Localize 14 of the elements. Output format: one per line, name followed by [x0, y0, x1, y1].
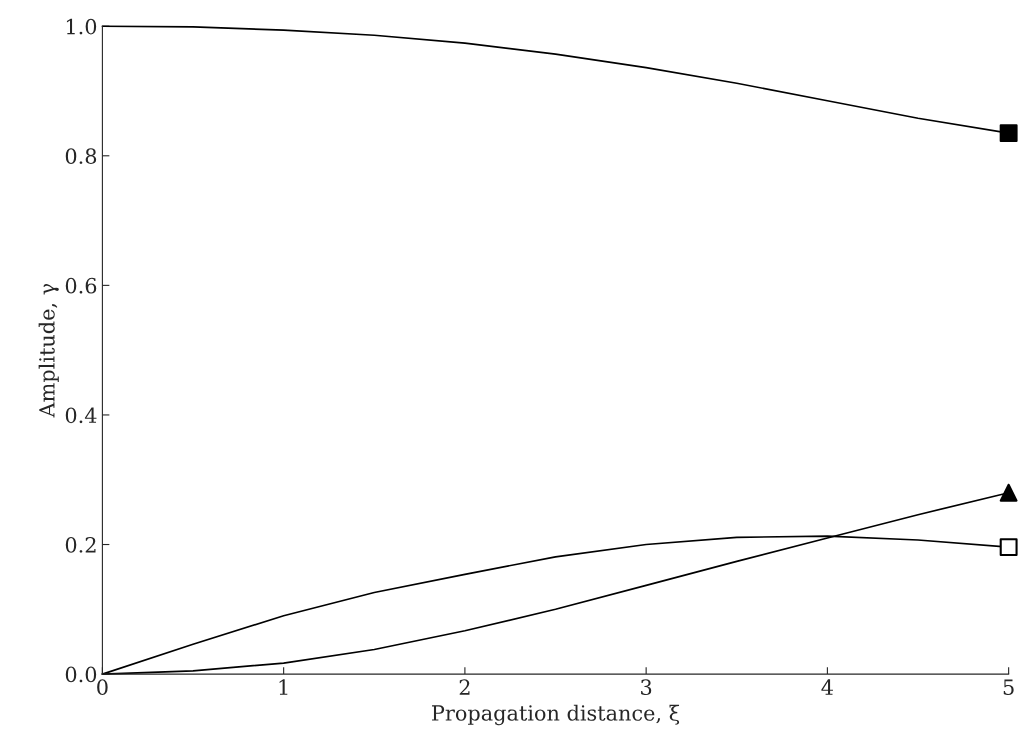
- x-tick-label: 0: [97, 679, 108, 696]
- y-tick-label: 0.2: [65, 536, 96, 553]
- y-tick-label: 1.0: [66, 18, 97, 35]
- y-tick-label: 0.8: [65, 148, 97, 164]
- x-tick-label: 3: [641, 679, 652, 696]
- y-tick-label: 0.0: [65, 666, 97, 683]
- y-tick-label: 0.4: [65, 407, 97, 424]
- x-tick-label: 2: [459, 679, 470, 695]
- x-tick-label: 5: [1003, 679, 1014, 696]
- y-tick-label: 0.6: [65, 277, 97, 294]
- x-tick-label: 4: [821, 679, 833, 695]
- x-tick-label: 1: [279, 679, 288, 695]
- x-axis-title: Propagation distance, ξ: [432, 704, 680, 726]
- y-axis-title: Amplitude, γ: [38, 283, 59, 418]
